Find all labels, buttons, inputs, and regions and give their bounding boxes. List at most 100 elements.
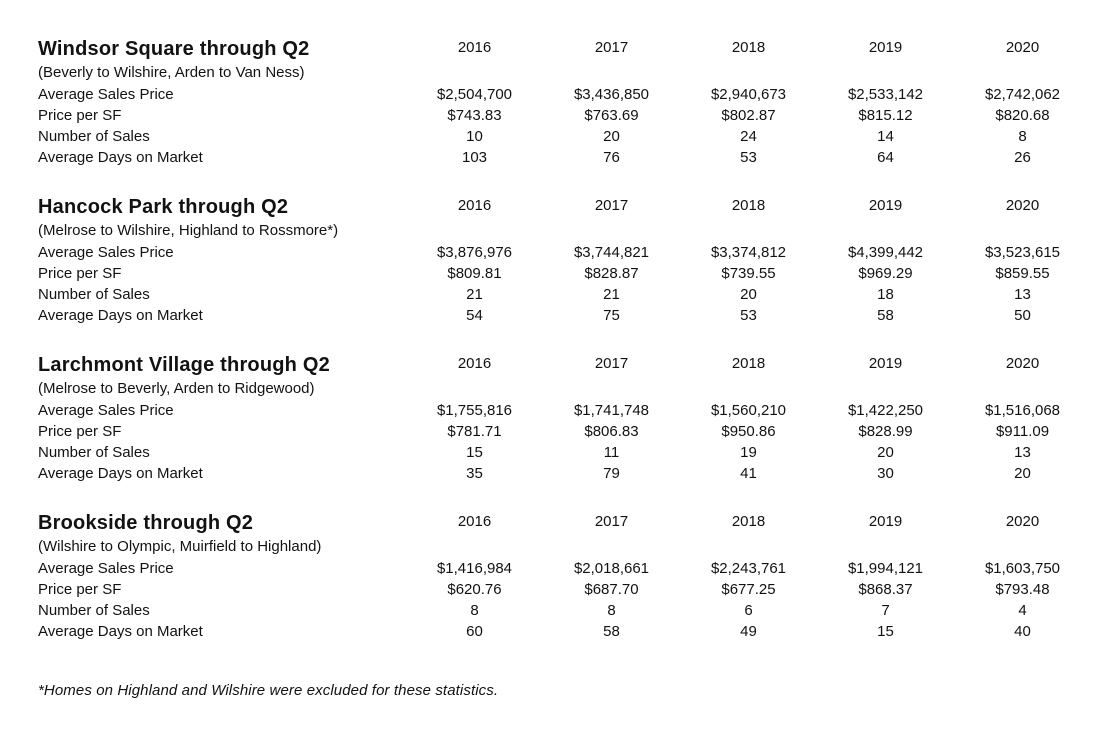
stat-value: 24 xyxy=(740,128,757,145)
stat-label: Price per SF xyxy=(38,581,122,598)
stat-label: Price per SF xyxy=(38,107,122,124)
stat-label: Number of Sales xyxy=(38,602,150,619)
stat-value: $809.81 xyxy=(447,265,502,282)
stat-value: $743.83 xyxy=(447,107,502,124)
stat-value: $1,755,816 xyxy=(436,402,513,419)
stat-value: 54 xyxy=(466,307,483,324)
stat-value: $1,603,750 xyxy=(984,560,1061,577)
stat-label: Average Sales Price xyxy=(38,244,174,261)
stat-value: $1,741,748 xyxy=(573,402,650,419)
stat-row: Average Sales Price $2,504,700 $3,436,850 $… xyxy=(38,84,1077,105)
stat-value: $3,744,821 xyxy=(573,244,650,261)
stat-value: 49 xyxy=(740,623,757,640)
section-title: Windsor Square through Q2 xyxy=(38,38,310,60)
stat-value: 19 xyxy=(740,444,757,461)
stat-value: 14 xyxy=(877,128,894,145)
section-header-row: Hancock Park through Q2 2016 2017 2018 2019… xyxy=(38,194,1077,220)
stat-value: 10 xyxy=(466,128,483,145)
year-header: 2018 xyxy=(731,513,766,530)
section-title: Larchmont Village through Q2 xyxy=(38,354,330,376)
stat-value: $1,416,984 xyxy=(436,560,513,577)
stat-row: Number of Sales 8 8 6 7 4 xyxy=(38,600,1077,621)
stat-value: 15 xyxy=(466,444,483,461)
stat-value: $4,399,442 xyxy=(847,244,924,261)
footnote: *Homes on Highland and Wilshire were exc… xyxy=(38,682,499,699)
stat-value: $1,422,250 xyxy=(847,402,924,419)
stat-row: Average Days on Market 103 76 53 64 26 xyxy=(38,147,1077,168)
stat-label: Number of Sales xyxy=(38,286,150,303)
stat-value: $911.09 xyxy=(995,423,1050,440)
stat-value: 13 xyxy=(1014,444,1031,461)
stat-value: $781.71 xyxy=(447,423,502,440)
year-header: 2020 xyxy=(1005,355,1040,372)
stat-value: $828.87 xyxy=(584,265,639,282)
year-header: 2019 xyxy=(868,355,903,372)
stat-value: 79 xyxy=(603,465,620,482)
stat-row: Average Days on Market 35 79 41 30 20 xyxy=(38,463,1077,484)
stat-label: Price per SF xyxy=(38,265,122,282)
stat-row: Average Sales Price $1,755,816 $1,741,748 $… xyxy=(38,400,1077,421)
neighborhood-section: Brookside through Q2 2016 2017 2018 2019 202… xyxy=(38,510,1077,642)
stat-label: Average Days on Market xyxy=(38,465,203,482)
stat-row: Price per SF $781.71 $806.83 $950.86 $828.99… xyxy=(38,421,1077,442)
section-subtitle-row: (Melrose to Beverly, Arden to Ridgewood) xyxy=(38,378,1077,400)
section-subtitle-row: (Wilshire to Olympic, Muirfield to Highl… xyxy=(38,536,1077,558)
year-header: 2019 xyxy=(868,513,903,530)
stat-label: Average Sales Price xyxy=(38,402,174,419)
stat-row: Average Sales Price $3,876,976 $3,744,821 $… xyxy=(38,242,1077,263)
neighborhood-section: Windsor Square through Q2 2016 2017 2018 20… xyxy=(38,36,1077,168)
stat-value: $806.83 xyxy=(584,423,639,440)
stat-value: 64 xyxy=(877,149,894,166)
year-header: 2016 xyxy=(457,513,492,530)
stat-label: Price per SF xyxy=(38,423,122,440)
stat-label: Average Days on Market xyxy=(38,307,203,324)
stat-value: $677.25 xyxy=(721,581,776,598)
stat-value: $950.86 xyxy=(721,423,776,440)
stat-value: 103 xyxy=(461,149,488,166)
stat-value: 50 xyxy=(1014,307,1031,324)
stat-value: 8 xyxy=(1018,128,1027,145)
stat-value: $2,533,142 xyxy=(847,86,924,103)
stat-label: Average Sales Price xyxy=(38,560,174,577)
section-header-row: Larchmont Village through Q2 2016 2017 201… xyxy=(38,352,1077,378)
neighborhood-section: Hancock Park through Q2 2016 2017 2018 2019… xyxy=(38,194,1077,326)
stat-value: 18 xyxy=(877,286,894,303)
stat-row: Average Days on Market 54 75 53 58 50 xyxy=(38,305,1077,326)
stat-row: Number of Sales 15 11 19 20 13 xyxy=(38,442,1077,463)
stat-row: Price per SF $743.83 $763.69 $802.87 $815.12… xyxy=(38,105,1077,126)
stat-value: $802.87 xyxy=(721,107,776,124)
year-header: 2017 xyxy=(594,513,629,530)
stat-value: 40 xyxy=(1014,623,1031,640)
section-subtitle: (Beverly to Wilshire, Arden to Van Ness) xyxy=(38,64,305,81)
section-title: Hancock Park through Q2 xyxy=(38,196,289,218)
stat-value: $793.48 xyxy=(995,581,1050,598)
stat-value: 7 xyxy=(881,602,890,619)
year-header: 2017 xyxy=(594,39,629,56)
section-subtitle: (Melrose to Beverly, Arden to Ridgewood) xyxy=(38,380,315,397)
stat-label: Average Days on Market xyxy=(38,623,203,640)
stat-label: Average Days on Market xyxy=(38,149,203,166)
year-header: 2016 xyxy=(457,39,492,56)
stat-value: 60 xyxy=(466,623,483,640)
year-header: 2016 xyxy=(457,355,492,372)
stat-value: $969.29 xyxy=(858,265,913,282)
stat-value: 41 xyxy=(740,465,757,482)
stat-value: 6 xyxy=(744,602,753,619)
stat-value: 21 xyxy=(603,286,620,303)
year-header: 2016 xyxy=(457,197,492,214)
stat-value: $2,243,761 xyxy=(710,560,787,577)
stat-value: 75 xyxy=(603,307,620,324)
stat-value: 35 xyxy=(466,465,483,482)
stat-value: $868.37 xyxy=(858,581,913,598)
stat-value: $1,560,210 xyxy=(710,402,787,419)
year-header: 2019 xyxy=(868,39,903,56)
stat-value: 53 xyxy=(740,149,757,166)
stat-value: $815.12 xyxy=(858,107,913,124)
stat-value: $739.55 xyxy=(721,265,776,282)
neighborhood-sections: Windsor Square through Q2 2016 2017 2018 20… xyxy=(38,36,1077,642)
stat-row: Average Sales Price $1,416,984 $2,018,661 $… xyxy=(38,558,1077,579)
year-header: 2018 xyxy=(731,355,766,372)
stat-value: $2,742,062 xyxy=(984,86,1061,103)
stat-row: Number of Sales 10 20 24 14 8 xyxy=(38,126,1077,147)
stat-value: $687.70 xyxy=(584,581,639,598)
